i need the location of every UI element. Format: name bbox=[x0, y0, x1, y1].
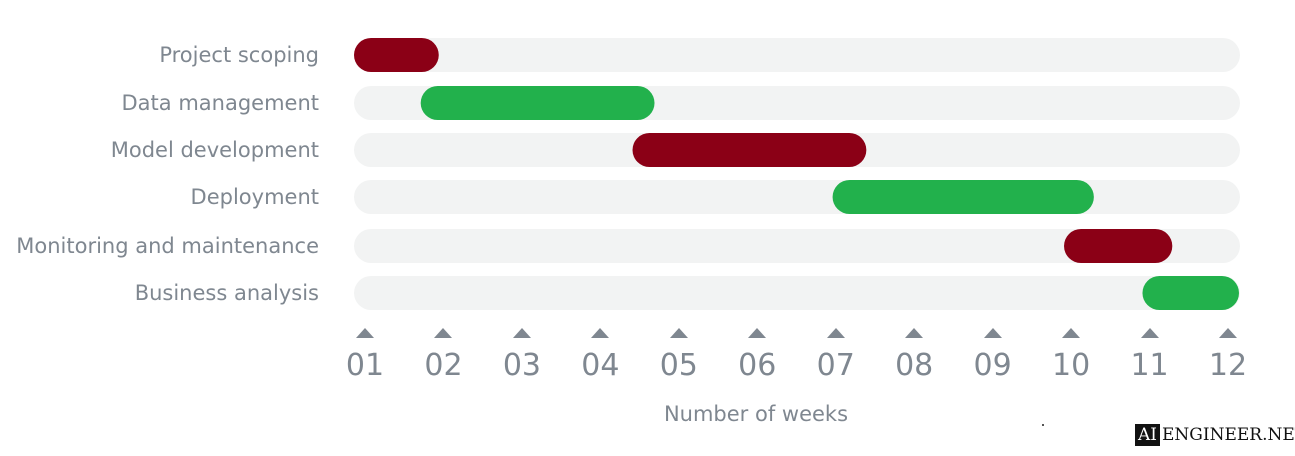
task-label-6: Business analysis bbox=[134, 281, 319, 305]
track-row-1 bbox=[354, 38, 1240, 72]
tick-label-10: 10 bbox=[1051, 348, 1091, 383]
tick-marker-12 bbox=[1219, 328, 1237, 338]
tick-label-09: 09 bbox=[973, 348, 1012, 383]
tick-label-02: 02 bbox=[424, 348, 463, 383]
tick-marker-05 bbox=[669, 328, 688, 338]
tick-marker-04 bbox=[591, 328, 610, 338]
tick-marker-10 bbox=[1062, 328, 1081, 338]
tick-label-06: 06 bbox=[738, 348, 777, 383]
task-bar-1 bbox=[354, 38, 439, 72]
tick-label-12: 12 bbox=[1208, 348, 1248, 383]
tick-label-05: 05 bbox=[659, 348, 698, 383]
tick-marker-07 bbox=[826, 328, 845, 338]
tick-label-03: 03 bbox=[502, 348, 541, 383]
tick-label-08: 08 bbox=[895, 348, 934, 383]
task-label-5: Monitoring and maintenance bbox=[16, 234, 319, 258]
task-bar-5 bbox=[1064, 229, 1173, 263]
task-label-3: Model development bbox=[110, 138, 319, 162]
watermark-logo: AI ENGINEER.NET bbox=[1135, 424, 1295, 446]
tick-marker-09 bbox=[983, 328, 1002, 338]
tick-label-01: 01 bbox=[345, 348, 385, 383]
tick-label-11: 11 bbox=[1130, 348, 1169, 383]
tick-marker-02 bbox=[434, 328, 453, 338]
tick-marker-11 bbox=[1140, 328, 1159, 338]
tick-label-04: 04 bbox=[581, 348, 620, 383]
task-bar-3 bbox=[632, 133, 867, 167]
task-bar-6 bbox=[1142, 276, 1239, 310]
task-label-2: Data management bbox=[121, 91, 320, 115]
tick-label-07: 07 bbox=[816, 348, 855, 383]
tick-marker-01 bbox=[356, 328, 374, 338]
track-row-6 bbox=[354, 276, 1240, 310]
decorative-dot bbox=[1042, 424, 1044, 426]
logo-text: ENGINEER.NET bbox=[1162, 425, 1295, 445]
track-row-4 bbox=[354, 180, 1240, 214]
task-label-1: Project scoping bbox=[159, 43, 319, 67]
task-label-4: Deployment bbox=[190, 185, 319, 209]
tick-marker-03 bbox=[512, 328, 531, 338]
tick-marker-06 bbox=[748, 328, 767, 338]
x-axis-label: Number of weeks bbox=[663, 402, 849, 426]
task-bar-2 bbox=[420, 86, 655, 120]
logo-box: AI bbox=[1135, 424, 1160, 446]
task-bar-4 bbox=[832, 180, 1094, 214]
track-row-5 bbox=[354, 229, 1240, 263]
tick-marker-08 bbox=[905, 328, 924, 338]
